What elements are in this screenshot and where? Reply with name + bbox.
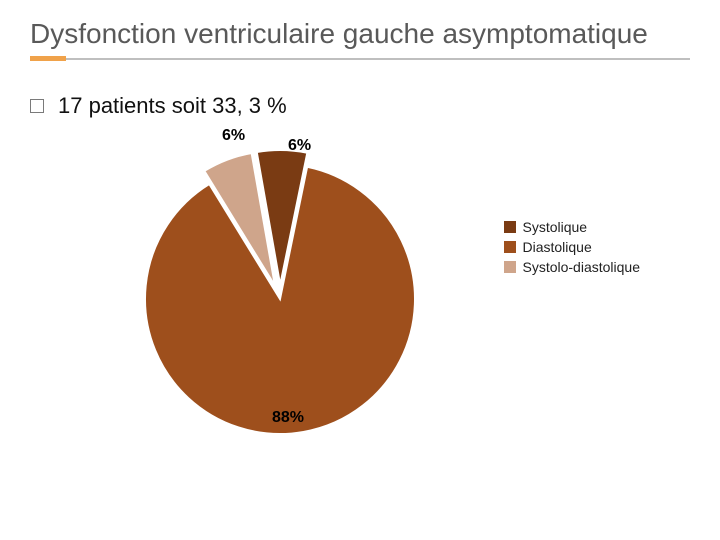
pie-legend: Systolique Diastolique Systolo-diastolique bbox=[504, 219, 640, 275]
pie-slice-label: 6% bbox=[288, 137, 311, 155]
accent-long bbox=[66, 58, 690, 60]
bullet-icon bbox=[30, 99, 44, 113]
legend-label: Diastolique bbox=[522, 239, 591, 255]
accent-short bbox=[30, 56, 66, 61]
legend-label: Systolo-diastolique bbox=[522, 259, 640, 275]
legend-swatch bbox=[504, 221, 516, 233]
bullet-row: 17 patients soit 33, 3 % bbox=[30, 93, 690, 119]
slide: Dysfonction ventriculaire gauche asympto… bbox=[0, 0, 720, 540]
legend-item: Systolo-diastolique bbox=[504, 259, 640, 275]
pie-slice-label: 6% bbox=[222, 127, 245, 145]
bullet-text: 17 patients soit 33, 3 % bbox=[58, 93, 287, 119]
accent-bar bbox=[30, 56, 690, 61]
slide-title: Dysfonction ventriculaire gauche asympto… bbox=[30, 18, 690, 50]
legend-item: Diastolique bbox=[504, 239, 640, 255]
pie-chart: 6% 88% 6% Systolique Diastolique Systolo-dia… bbox=[80, 129, 640, 469]
body-area: 17 patients soit 33, 3 % 6% 88% 6% Systoli… bbox=[0, 67, 720, 469]
legend-label: Systolique bbox=[522, 219, 587, 235]
legend-item: Systolique bbox=[504, 219, 640, 235]
legend-swatch bbox=[504, 261, 516, 273]
title-area: Dysfonction ventriculaire gauche asympto… bbox=[0, 0, 720, 67]
pie-slice-label: 88% bbox=[272, 409, 304, 427]
legend-swatch bbox=[504, 241, 516, 253]
